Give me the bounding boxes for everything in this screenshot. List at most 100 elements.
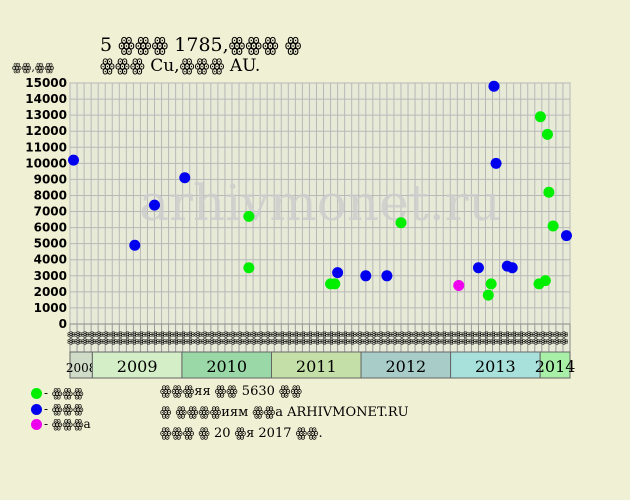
month-tick-label: ꙮꙮ xyxy=(306,331,315,345)
month-tick-label: ꙮꙮ xyxy=(489,331,498,345)
year-band-cell xyxy=(539,351,571,379)
note-average-price: ꙮꙮꙮяя ꙮꙮ 5630 ꙮꙮ xyxy=(160,384,302,399)
month-tick-label: ꙮꙮ xyxy=(109,331,118,345)
month-tick-label: ꙮꙮ xyxy=(405,331,414,345)
month-tick-label: ꙮꙮ xyxy=(236,331,245,345)
month-tick-label: ꙮꙮ xyxy=(419,331,428,345)
year-band-cell xyxy=(270,351,362,379)
month-tick-label: ꙮꙮ xyxy=(137,331,146,345)
month-tick-label: ꙮꙮ xyxy=(102,331,111,345)
month-tick-label: ꙮꙮ xyxy=(144,331,153,345)
month-tick-label: ꙮꙮ xyxy=(390,331,399,345)
month-tick-label: ꙮꙮ xyxy=(278,331,287,345)
legend-swatch-magenta xyxy=(31,419,42,430)
data-point xyxy=(243,210,255,222)
data-point xyxy=(332,267,344,279)
month-tick-label: ꙮꙮ xyxy=(264,331,273,345)
data-point xyxy=(243,262,255,274)
data-point xyxy=(68,154,80,166)
data-point xyxy=(395,217,407,229)
y-tick-label: 4000 xyxy=(34,253,67,267)
legend-label: - ꙮꙮꙮ xyxy=(44,386,84,400)
data-point xyxy=(129,239,141,251)
month-tick-label: ꙮꙮ xyxy=(299,331,308,345)
data-point xyxy=(543,186,555,198)
legend-label: - ꙮꙮꙮa xyxy=(44,417,91,431)
month-tick-label: ꙮꙮ xyxy=(130,331,139,345)
month-tick-label: ꙮꙮ xyxy=(271,331,280,345)
y-tick-label: 8000 xyxy=(34,188,67,202)
month-tick-label: ꙮꙮ xyxy=(186,331,195,345)
chart-title: 5 ꙮꙮꙮ 1785,ꙮꙮꙮ ꙮ xyxy=(100,34,302,56)
y-tick-label: 13000 xyxy=(25,108,67,122)
data-point xyxy=(453,279,465,291)
chart-subtitle: ꙮꙮꙮ Cu,ꙮꙮꙮ AU. xyxy=(100,56,261,76)
month-tick-label: ꙮꙮ xyxy=(165,331,174,345)
data-point xyxy=(539,275,551,287)
month-tick-label: ꙮꙮ xyxy=(433,331,442,345)
data-point xyxy=(360,270,372,282)
month-tick-label: ꙮꙮ xyxy=(461,331,470,345)
month-tick-label: ꙮꙮ xyxy=(482,331,491,345)
y-tick-label: 6000 xyxy=(34,221,67,235)
month-tick-label: ꙮꙮ xyxy=(88,331,97,345)
month-tick-label: ꙮꙮ xyxy=(524,331,533,345)
month-tick-label: ꙮꙮ xyxy=(503,331,512,345)
month-tick-label: ꙮꙮ xyxy=(383,331,392,345)
year-label: 2011 xyxy=(296,357,337,376)
y-tick-label: 5000 xyxy=(34,237,67,251)
month-tick-label: ꙮꙮ xyxy=(517,331,526,345)
legend-swatch-blue xyxy=(31,404,42,415)
month-tick-label: ꙮꙮ xyxy=(412,331,421,345)
chart-canvas: 0 1000 2000 3000 4000 5000 6000 7000 8000 9000 100… xyxy=(25,76,575,379)
y-tick-label: 14000 xyxy=(25,92,67,106)
month-tick-label: ꙮꙮ xyxy=(313,331,322,345)
month-tick-label: ꙮꙮ xyxy=(348,331,357,345)
month-tick-label: ꙮꙮ xyxy=(116,331,125,345)
year-band-cell xyxy=(181,351,272,379)
y-tick-label: 3000 xyxy=(34,269,67,283)
data-point xyxy=(534,111,546,123)
data-point xyxy=(329,278,341,290)
month-tick-label: ꙮꙮ xyxy=(447,331,456,345)
data-point xyxy=(179,172,191,184)
month-tick-label: ꙮꙮ xyxy=(426,331,435,345)
month-tick-label: ꙮꙮ xyxy=(285,331,294,345)
y-tick-label: 0 xyxy=(59,317,67,331)
y-tick-label: 10000 xyxy=(25,156,67,170)
y-tick-label: 2000 xyxy=(34,285,67,299)
data-point xyxy=(149,199,161,211)
month-tick-label: ꙮꙮ xyxy=(454,331,463,345)
data-point xyxy=(541,128,553,140)
month-tick-label: ꙮꙮ xyxy=(200,331,209,345)
month-tick-label: ꙮꙮ xyxy=(123,331,132,345)
month-tick-label: ꙮꙮ xyxy=(151,331,160,345)
month-tick-label: ꙮꙮ xyxy=(228,331,237,345)
month-tick-label: ꙮꙮ xyxy=(95,331,104,345)
year-label: 2008 xyxy=(66,361,97,375)
month-tick-label: ꙮꙮ xyxy=(376,331,385,345)
legend-item-blue: - ꙮꙮꙮ xyxy=(31,402,84,416)
month-tick-label: ꙮꙮ xyxy=(496,331,505,345)
month-tick-label: ꙮꙮ xyxy=(545,331,554,345)
month-tick-label: ꙮꙮ xyxy=(440,331,449,345)
year-band-cell xyxy=(450,351,541,379)
month-tick-label: ꙮꙮ xyxy=(398,331,407,345)
month-tick-label: ꙮꙮ xyxy=(207,331,216,345)
legend-item-magenta: - ꙮꙮꙮa xyxy=(31,417,91,431)
month-tick-label: ꙮꙮ xyxy=(341,331,350,345)
y-tick-label: 1000 xyxy=(34,301,67,315)
data-point xyxy=(506,262,518,274)
y-axis-label: ꙮꙮ,ꙮꙮ xyxy=(12,61,55,74)
month-tick-label: ꙮꙮ xyxy=(158,331,167,345)
year-label: 2013 xyxy=(475,357,516,376)
legend-item-green: - ꙮꙮꙮ xyxy=(31,386,84,400)
month-tick-label: ꙮꙮ xyxy=(81,331,90,345)
month-tick-label: ꙮꙮ xyxy=(531,331,540,345)
month-tick-label: ꙮꙮ xyxy=(221,331,230,345)
month-tick-label: ꙮꙮ xyxy=(559,331,568,345)
month-tick-label: ꙮꙮ xyxy=(362,331,371,345)
month-tick-label: ꙮꙮ xyxy=(538,331,547,345)
month-tick-label: ꙮꙮ xyxy=(193,331,202,345)
year-label: 2012 xyxy=(385,357,426,376)
